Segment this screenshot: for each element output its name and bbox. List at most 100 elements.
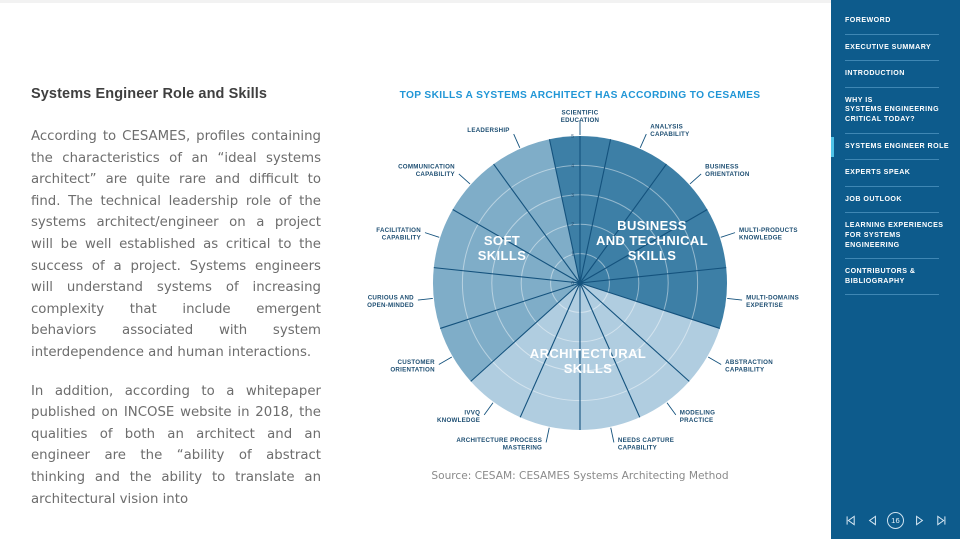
radar-sector <box>580 139 667 283</box>
body-paragraph-1: According to CESAMES, profiles containin… <box>31 129 321 360</box>
radar-group-label: ARCHITECTURAL SKILLS <box>530 346 646 376</box>
sidebar-item-divider <box>845 159 939 161</box>
radar-tick-label: 0 <box>571 281 574 287</box>
sidebar-item-divider <box>845 132 939 134</box>
sidebar-item-label: EXPERTS SPEAK <box>845 168 911 177</box>
next-page-button[interactable] <box>912 514 926 528</box>
sidebar-item-label: LEARNING EXPERIENCES FOR SYSTEMS ENGINEER… <box>845 221 944 249</box>
sidebar-item-divider <box>845 86 939 88</box>
article-text-column: Systems Engineer Role and Skills Accordi… <box>31 86 321 510</box>
radar-spoke <box>579 209 708 284</box>
sidebar-item-why-is-systems-engineering-critical-today[interactable]: WHY IS SYSTEMS ENGINEERING CRITICAL TODAY? <box>831 88 960 134</box>
radar-sector <box>520 283 580 430</box>
radar-spoke <box>493 163 581 284</box>
radar-tick-labels: 0 1 2 3 4 5 <box>571 134 574 287</box>
radar-sector <box>580 283 640 430</box>
sidebar-item-contributors-bibliography[interactable]: CONTRIBUTORS & BIBLIOGRAPHY <box>831 259 960 296</box>
sidebar-item-label: INTRODUCTION <box>845 69 905 78</box>
radar-leader-line <box>545 427 550 443</box>
radar-spoke <box>452 209 581 284</box>
radar-category-label: ABSTRACTION CAPABILITY <box>725 359 773 373</box>
sidebar-item-job-outlook[interactable]: JOB OUTLOOK <box>831 187 960 214</box>
sidebar-item-label: EXECUTIVE SUMMARY <box>845 42 932 51</box>
radar-leader-line <box>727 298 743 301</box>
radar-category-label: ANALYSIS CAPABILITY <box>650 124 690 138</box>
radar-sector <box>440 283 580 382</box>
radar-tick-label: 3 <box>571 193 574 199</box>
radar-category-label: BUSINESS ORIENTATION <box>705 164 750 178</box>
sidebar-item-label: FOREWORD <box>845 16 891 24</box>
radar-leader-lines <box>417 120 743 443</box>
radar-category-label: ARCHITECTURE PROCESS MASTERING <box>456 437 542 451</box>
radar-sector <box>580 164 708 283</box>
sidebar-item-label: CONTRIBUTORS & BIBLIOGRAPHY <box>845 267 916 285</box>
radar-category-label: NEEDS CAPTURE CAPABILITY <box>618 437 674 451</box>
radar-leader-line <box>639 133 647 148</box>
chart-source-caption: Source: CESAM: CESAMES Systems Architect… <box>431 470 729 482</box>
radar-sector <box>493 139 580 283</box>
body-paragraph-2: In addition, according to a whitepaper p… <box>31 383 321 507</box>
radar-group-labels: BUSINESS AND TECHNICAL SKILLS SOFT SKILLS ARC… <box>478 218 708 376</box>
sidebar-item-divider <box>845 33 939 35</box>
radar-category-label: LEADERSHIP <box>467 127 509 134</box>
radar-spoke <box>579 267 727 284</box>
sidebar-item-experts-speak[interactable]: EXPERTS SPEAK <box>831 160 960 187</box>
sidebar-item-executive-summary[interactable]: EXECUTIVE SUMMARY <box>831 35 960 62</box>
sidebar-item-learning-experiences-for-systems-engineering[interactable]: LEARNING EXPERIENCES FOR SYSTEMS ENGINEER… <box>831 213 960 260</box>
radar-sector <box>470 283 580 418</box>
sidebar-item-introduction[interactable]: INTRODUCTION <box>831 61 960 88</box>
nav-item-list: FOREWORD EXECUTIVE SUMMARY INTRODUCTION WHY… <box>831 8 960 296</box>
radar-tick-label: 5 <box>571 134 574 140</box>
radar-spoke <box>579 139 612 284</box>
radar-spoke <box>579 282 641 418</box>
current-page-indicator[interactable]: 16 <box>887 512 904 529</box>
sidebar-item-divider <box>845 185 939 187</box>
radar-chart-svg: 0 1 2 3 4 5 SCIENTIFIC EDUCATION ANALYSIS CAPABI… <box>367 110 799 452</box>
radar-leader-line <box>610 427 615 443</box>
radar-category-label: COMMUNICATION CAPABILITY <box>398 164 455 178</box>
radar-leader-line <box>689 173 702 185</box>
chart-title: TOP SKILLS A SYSTEMS ARCHITECT HAS ACCOR… <box>399 90 761 101</box>
radar-tick-label: 1 <box>571 252 574 258</box>
radar-spoke <box>440 282 581 329</box>
radar-category-label: IVVQ KNOWLEDGE <box>437 409 480 423</box>
radar-sector <box>433 209 580 283</box>
radar-spoke <box>579 163 667 284</box>
sidebar-item-foreword[interactable]: FOREWORD <box>831 8 960 35</box>
previous-page-button[interactable] <box>865 514 879 528</box>
radar-category-label: MULTI-DOMAINS EXPERTISE <box>746 295 799 309</box>
radar-leader-line <box>438 356 453 365</box>
radar-center-hub <box>577 280 583 286</box>
skills-radar-figure: TOP SKILLS A SYSTEMS ARCHITECT HAS ACCOR… <box>340 80 820 495</box>
radar-spoke <box>433 267 581 284</box>
radar-leader-line <box>483 402 494 416</box>
sidebar-item-label: SYSTEMS ENGINEER ROLE <box>845 141 950 150</box>
pagination-controls: 16 <box>831 512 960 529</box>
radar-sector <box>452 164 580 283</box>
sidebar-item-divider <box>845 258 939 260</box>
radar-sector <box>580 209 727 283</box>
sidebar-item-divider <box>845 212 939 214</box>
radar-category-label: FACILITATION CAPABILITY <box>376 227 421 241</box>
radar-group-label: SOFT SKILLS <box>478 233 527 263</box>
radar-category-label: SCIENTIFIC EDUCATION <box>561 110 600 124</box>
first-page-button[interactable] <box>843 514 857 528</box>
radar-category-labels: SCIENTIFIC EDUCATION ANALYSIS CAPABILITY BUS… <box>367 110 799 452</box>
radar-leader-line <box>720 232 736 238</box>
radar-sector <box>580 267 727 329</box>
radar-spoke <box>579 282 690 382</box>
radar-leader-line <box>707 356 722 365</box>
radar-spoke <box>579 282 720 329</box>
radar-leader-line <box>513 133 521 148</box>
radar-sector <box>580 283 720 382</box>
radar-chart: 0 1 2 3 4 5 SCIENTIFIC EDUCATION ANALYSIS CAPABI… <box>340 108 820 463</box>
radar-category-label: MULTI-PRODUCTS KNOWLEDGE <box>739 227 798 241</box>
sidebar-item-systems-engineer-role[interactable]: SYSTEMS ENGINEER ROLE <box>831 134 960 161</box>
radar-spoke <box>548 139 581 284</box>
radar-sector <box>580 283 690 418</box>
radar-leader-line <box>417 298 433 301</box>
sidebar-item-divider <box>845 294 939 296</box>
radar-tick-label: 2 <box>571 222 574 228</box>
last-page-button[interactable] <box>934 514 948 528</box>
radar-leader-line <box>458 173 471 185</box>
